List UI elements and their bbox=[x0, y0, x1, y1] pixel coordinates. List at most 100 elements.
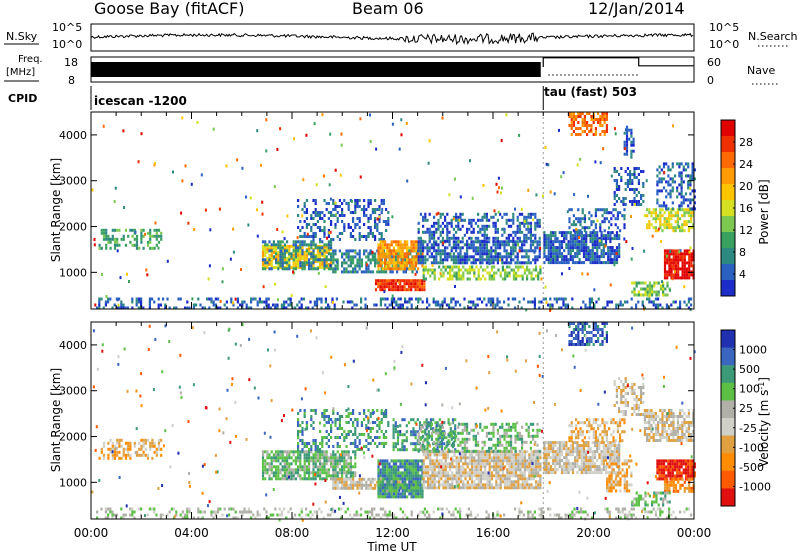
speckle bbox=[371, 454, 374, 458]
power-colorbar-label: Power [dB] bbox=[757, 179, 771, 244]
speckle bbox=[454, 285, 456, 288]
colorbar-swatch bbox=[721, 248, 735, 265]
speckle bbox=[587, 194, 589, 198]
speckle bbox=[566, 210, 569, 214]
speckle bbox=[207, 504, 209, 508]
speckle bbox=[613, 263, 616, 267]
speckle bbox=[604, 496, 607, 500]
speckle bbox=[422, 510, 425, 514]
speckle bbox=[229, 257, 232, 261]
speckle bbox=[397, 280, 400, 284]
speckle bbox=[187, 221, 190, 225]
speckle bbox=[541, 194, 544, 198]
speckle bbox=[393, 366, 396, 370]
colorbar-frame bbox=[720, 329, 736, 507]
heatmap-patch bbox=[631, 491, 671, 507]
power-axes: 1000 2000 3000 4000 bbox=[59, 112, 695, 309]
speckle bbox=[161, 370, 164, 374]
speckle bbox=[301, 518, 304, 522]
colorbar-swatch bbox=[721, 184, 735, 201]
heatmap-patch bbox=[656, 459, 696, 481]
cpid-first: icescan -1200 bbox=[94, 94, 187, 108]
speckle bbox=[125, 504, 128, 508]
speckle bbox=[204, 208, 207, 212]
speckle bbox=[145, 268, 148, 272]
speckle bbox=[186, 514, 189, 518]
speckle bbox=[514, 207, 516, 211]
speckle bbox=[431, 264, 434, 268]
speckle bbox=[169, 465, 172, 469]
speckle bbox=[92, 329, 95, 333]
speckle bbox=[669, 288, 671, 292]
speckle bbox=[326, 236, 329, 240]
speckle bbox=[538, 373, 541, 377]
speckle bbox=[340, 143, 343, 147]
speckle bbox=[578, 236, 581, 239]
speckle bbox=[665, 254, 668, 258]
speckle bbox=[487, 355, 490, 358]
speckle bbox=[632, 502, 635, 506]
cpid-second: tau (fast) 503 bbox=[544, 85, 637, 99]
speckle bbox=[215, 470, 218, 474]
speckle bbox=[126, 272, 128, 276]
speckle bbox=[280, 419, 283, 423]
heatmap-patch bbox=[568, 208, 626, 233]
speckle bbox=[602, 147, 605, 151]
speckle bbox=[291, 408, 294, 412]
freq-label-1: Freq. bbox=[18, 54, 43, 65]
speckle bbox=[527, 188, 530, 192]
speckle bbox=[347, 407, 350, 411]
colorbar-swatch bbox=[721, 453, 735, 472]
speckle bbox=[91, 188, 94, 192]
speckle bbox=[576, 507, 579, 510]
colorbar-swatch bbox=[721, 168, 735, 185]
speckle bbox=[300, 397, 303, 401]
speckle bbox=[391, 294, 394, 298]
speckle bbox=[391, 122, 394, 126]
xaxis-tick-label: 12:00 bbox=[375, 526, 410, 540]
speckle bbox=[414, 272, 417, 276]
speckle bbox=[599, 161, 602, 165]
speckle bbox=[578, 490, 581, 494]
speckle bbox=[593, 288, 596, 292]
speckle bbox=[203, 331, 206, 335]
speckle bbox=[181, 179, 184, 183]
speckle bbox=[249, 196, 252, 200]
heatmap-patch bbox=[422, 265, 542, 281]
speckle bbox=[469, 159, 471, 163]
speckle bbox=[496, 330, 499, 334]
speckle bbox=[231, 382, 233, 386]
speckle bbox=[225, 164, 228, 168]
speckle bbox=[596, 219, 599, 223]
speckle bbox=[340, 453, 342, 457]
speckle bbox=[641, 373, 644, 377]
speckle bbox=[467, 481, 469, 485]
speckle bbox=[111, 450, 114, 454]
speckle bbox=[234, 297, 237, 301]
speckle bbox=[232, 227, 235, 231]
speckle bbox=[573, 365, 576, 369]
speckle bbox=[584, 348, 587, 352]
speckle bbox=[579, 389, 582, 392]
speckle bbox=[94, 448, 97, 452]
speckle bbox=[399, 402, 402, 406]
speckle bbox=[458, 218, 461, 222]
speckle bbox=[499, 514, 502, 518]
speckle bbox=[214, 453, 217, 457]
speckle bbox=[274, 282, 277, 286]
colorbar-swatch bbox=[721, 200, 735, 217]
speckle bbox=[631, 326, 634, 330]
speckle bbox=[681, 401, 684, 405]
speckle bbox=[428, 444, 431, 448]
speckle bbox=[134, 230, 137, 234]
speckle bbox=[180, 395, 183, 399]
speckle bbox=[350, 199, 353, 203]
speckle bbox=[196, 120, 199, 124]
speckle bbox=[488, 371, 491, 375]
speckle bbox=[179, 391, 182, 395]
speckle bbox=[157, 246, 160, 250]
speckle bbox=[517, 243, 519, 247]
speckle bbox=[525, 359, 527, 363]
speckle bbox=[435, 212, 438, 216]
speckle bbox=[450, 421, 453, 425]
